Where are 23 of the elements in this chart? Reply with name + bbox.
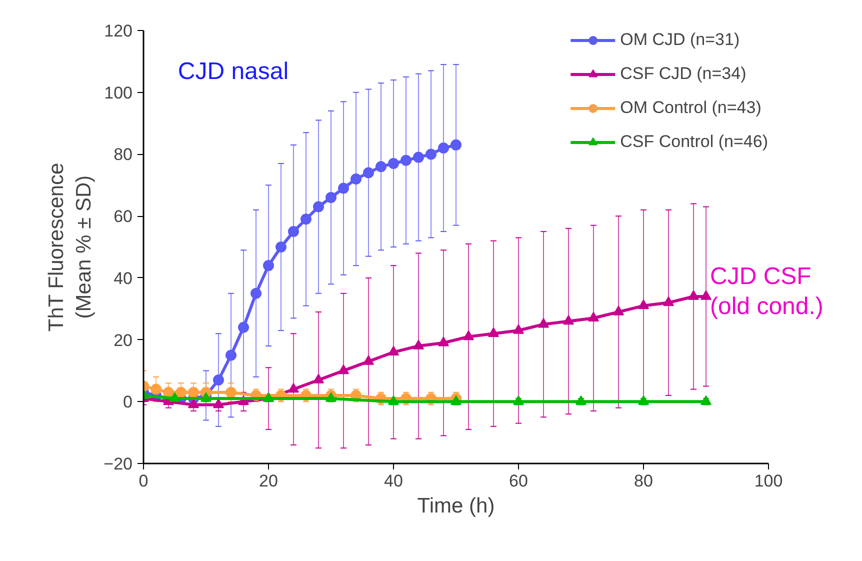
legend-label: CSF Control (n=46) (620, 132, 768, 152)
x-tick-label: 80 (634, 472, 653, 490)
y-axis-title: ThT Fluorescence (Mean % ± SD) (45, 162, 96, 332)
x-tick-label: 60 (509, 472, 528, 490)
y-tick-label: 40 (114, 268, 133, 288)
x-tick-label: 40 (384, 472, 403, 490)
y-tick-label: 100 (104, 83, 133, 102)
x-tick-label: 0 (138, 472, 148, 490)
y-tick-label: 0 (123, 392, 133, 412)
x-tick-label: 100 (754, 472, 783, 490)
annotation: CJD nasal (178, 58, 289, 86)
annotation: CJD CSF (710, 262, 812, 292)
y-tick-label: 80 (114, 145, 133, 164)
legend-label: OM CJD (n=31) (620, 30, 740, 50)
annotation: (old cond.) (710, 292, 824, 322)
x-tick-label: 20 (259, 472, 278, 490)
y-tick-label: 20 (114, 330, 133, 350)
legend-label: CSF CJD (n=34) (620, 64, 746, 84)
y-tick-label: −20 (104, 454, 133, 474)
y-tick-label: 60 (114, 207, 133, 226)
legend-label: OM Control (n=43) (620, 98, 762, 118)
x-axis-title: Time (h) (417, 494, 495, 518)
y-tick-label: 120 (104, 22, 133, 40)
